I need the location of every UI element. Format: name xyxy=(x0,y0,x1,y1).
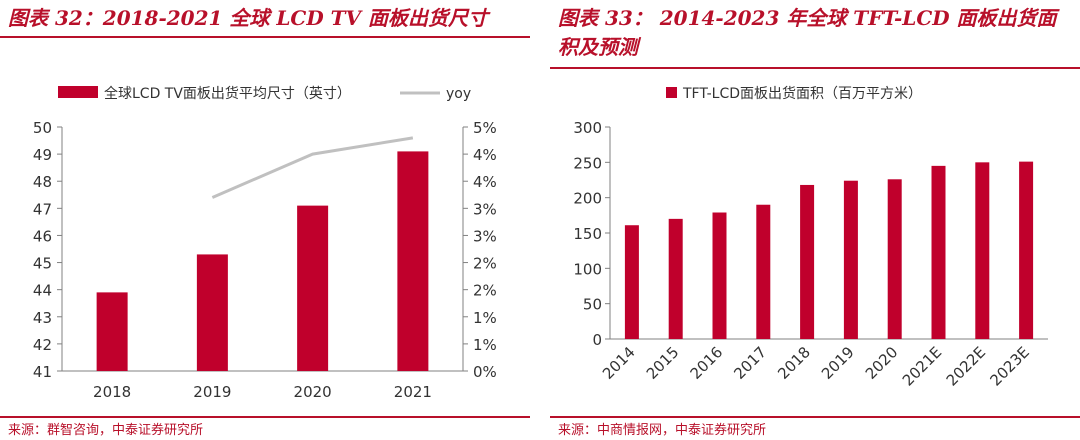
y-tick-label: 50 xyxy=(33,119,52,137)
y-tick-label: 42 xyxy=(33,336,52,354)
bar-2019 xyxy=(843,180,858,339)
y-tick-label: 150 xyxy=(573,225,602,243)
y2-tick-label: 2% xyxy=(473,255,497,273)
x-tick-label: 2018 xyxy=(93,383,131,401)
y-tick-label: 46 xyxy=(33,227,52,245)
y-tick-label: 300 xyxy=(573,119,602,137)
right-chart-source: 来源：中商情报网，中泰证券研究所 xyxy=(558,423,767,438)
y2-tick-label: 5% xyxy=(473,119,497,137)
left-chart-panel: 图表 32：2018-2021 全球 LCD TV 面板出货尺寸 全球LCD T… xyxy=(0,0,530,440)
x-tick-label: 2019 xyxy=(193,383,231,401)
legend-bar-swatch xyxy=(58,86,98,98)
yoy-line xyxy=(211,136,414,199)
left-chart-title: 图表 32：2018-2021 全球 LCD TV 面板出货尺寸 xyxy=(8,6,488,30)
y-tick-label: 45 xyxy=(33,255,52,273)
y-tick-label: 0 xyxy=(592,331,602,349)
x-tick-label: 2015 xyxy=(643,343,683,383)
y-tick-label: 48 xyxy=(33,173,52,191)
x-tick-label: 2022E xyxy=(943,343,989,389)
y-tick-label: 41 xyxy=(33,363,52,381)
bar-2020 xyxy=(297,205,329,371)
y-tick-label: 49 xyxy=(33,146,52,164)
y2-tick-label: 4% xyxy=(473,173,497,191)
y-tick-label: 250 xyxy=(573,154,602,172)
right-chart-svg: TFT-LCD面板出货面积（百万平方米） 0 50 100 150 200 250 300 20… xyxy=(573,85,1048,390)
bar-2014 xyxy=(624,225,639,339)
x-tick-label: 2021E xyxy=(899,343,945,389)
y2-tick-label: 4% xyxy=(473,146,497,164)
bar-2018 xyxy=(96,292,128,371)
bar-2016 xyxy=(712,212,727,339)
bar-2021 xyxy=(397,151,429,371)
y-tick-label: 200 xyxy=(573,190,602,208)
y2-tick-label: 1% xyxy=(473,309,497,327)
left-title-rule xyxy=(0,36,530,38)
x-tick-label: 2020 xyxy=(294,383,332,401)
right-source-rule xyxy=(550,416,1080,418)
bar-2019 xyxy=(196,254,228,371)
bar-2015 xyxy=(668,218,683,339)
y2-tick-label: 2% xyxy=(473,282,497,300)
y-tick-label: 50 xyxy=(583,296,602,314)
y-tick-label: 100 xyxy=(573,260,602,278)
bar-2018 xyxy=(800,184,815,339)
x-tick-label: 2023E xyxy=(987,343,1033,389)
bar-2020 xyxy=(887,179,902,339)
legend-bar-label: 全球LCD TV面板出货平均尺寸（英寸） xyxy=(104,85,351,102)
right-chart-title: 图表 33： 2014-2023 年全球 TFT-LCD 面板出货面积及预测 xyxy=(558,6,1057,59)
x-tick-label: 2016 xyxy=(687,343,727,383)
x-tick-label: 2021 xyxy=(394,383,432,401)
left-source-rule xyxy=(0,416,530,418)
bar-2023E xyxy=(1019,161,1034,339)
bar-2017 xyxy=(756,204,771,339)
left-chart-source: 来源：群智咨询，中泰证券研究所 xyxy=(8,423,204,438)
y2-tick-label: 0% xyxy=(473,363,497,381)
y-tick-label: 44 xyxy=(33,282,52,300)
y2-tick-label: 1% xyxy=(473,336,497,354)
legend-bar-swatch xyxy=(666,87,677,98)
y-tick-label: 47 xyxy=(33,200,52,218)
left-chart-svg: 全球LCD TV面板出货平均尺寸（英寸） yoy 41 42 43 44 45 46 47 48 4… xyxy=(33,85,497,401)
bar-2021E xyxy=(931,165,946,339)
legend-bar-label: TFT-LCD面板出货面积（百万平方米） xyxy=(682,85,922,102)
bar-2022E xyxy=(975,162,990,339)
x-tick-label: 2020 xyxy=(862,343,902,383)
legend-yoy-label: yoy xyxy=(446,86,471,102)
right-title-rule xyxy=(550,67,1080,69)
x-tick-label: 2019 xyxy=(818,343,858,383)
x-tick-label: 2014 xyxy=(599,343,639,383)
x-tick-label: 2017 xyxy=(730,343,770,383)
y2-tick-label: 3% xyxy=(473,200,497,218)
right-chart-panel: 图表 33： 2014-2023 年全球 TFT-LCD 面板出货面积及预测 T… xyxy=(550,0,1080,440)
y-tick-label: 43 xyxy=(33,309,52,327)
x-tick-label: 2018 xyxy=(774,343,814,383)
y2-tick-label: 3% xyxy=(473,227,497,245)
